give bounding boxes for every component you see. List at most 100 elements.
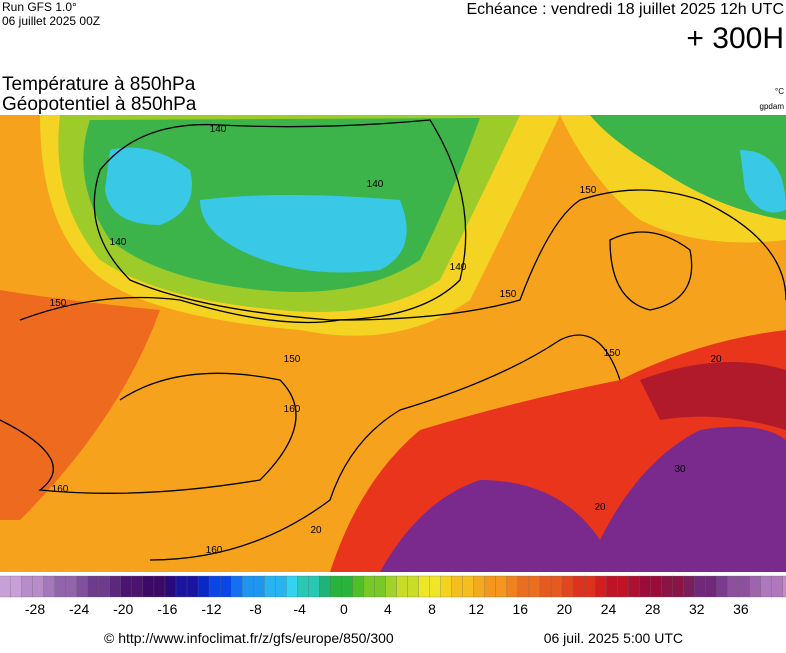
colorbar-swatch [76, 575, 89, 598]
colorbar-swatch [462, 575, 475, 598]
colorbar-swatch [264, 575, 276, 598]
colorbar-swatch [594, 575, 607, 598]
colorbar-tick-label: -4 [293, 601, 306, 617]
colorbar-tick-label: 24 [601, 601, 617, 617]
contour-label: 150 [580, 185, 597, 196]
colorbar-swatch [672, 575, 685, 598]
colorbar: -28 -24 -20 -16 -12 -8 -4 0 4 8 12 16 20 24 28 32 36 [0, 575, 786, 617]
colorbar-swatch [572, 575, 585, 598]
lead-time: + 300H [686, 22, 784, 55]
colorbar-swatch [517, 575, 530, 598]
contour-label: 140 [450, 262, 467, 273]
colorbar-swatch [617, 575, 629, 598]
contour-label: 150 [284, 354, 301, 365]
colorbar-swatch [120, 575, 133, 598]
colorbar-swatch [738, 575, 751, 598]
contour-labels: 140 140 140 140 150 150 150 150 150 160 160 160 20 20… [50, 124, 722, 556]
colorbar-swatch [506, 575, 519, 598]
colorbar-swatch [782, 575, 786, 598]
colorbar-swatch [186, 575, 199, 598]
colorbar-tick-label: 32 [689, 601, 705, 617]
contour-label: 20 [710, 354, 722, 365]
colorbar-tick-label: 12 [468, 601, 484, 617]
unit: °C [775, 87, 784, 96]
valid-time: Echéance : vendredi 18 juillet 2025 12h … [466, 1, 784, 18]
run-label: Run GFS 1.0° [2, 0, 77, 14]
colorbar-swatch [583, 575, 596, 598]
colorbar-swatch [197, 575, 210, 598]
colorbar-swatch [705, 575, 718, 598]
footer-source: © http://www.infoclimat.fr/z/gfs/europe/… [104, 630, 394, 646]
colorbar-swatch [275, 575, 287, 598]
colorbar-swatch [396, 575, 409, 598]
colorbar-swatch [661, 575, 673, 598]
footer-generated: 06 juil. 2025 5:00 UTC [544, 630, 683, 646]
map-field [0, 115, 786, 572]
colorbar-swatch [495, 575, 508, 598]
colorbar-swatch [760, 575, 773, 598]
colorbar-swatch [550, 575, 563, 598]
colorbar-tick-label: -12 [201, 601, 221, 617]
contour-label: 150 [500, 289, 517, 300]
colorbar-swatch [43, 575, 56, 598]
colorbar-tick-label: 0 [340, 601, 348, 617]
colorbar-swatch [683, 575, 696, 598]
colorbar-swatch [374, 575, 387, 598]
colorbar-swatch [628, 575, 640, 598]
title-line1: Température à 850hPa [2, 74, 196, 95]
colorbar-swatch [639, 575, 651, 598]
colorbar-swatch [21, 575, 34, 598]
contour-label: 140 [210, 124, 227, 135]
colorbar-swatch [32, 575, 45, 598]
colorbar-swatch [363, 575, 376, 598]
colorbar-swatch [242, 575, 254, 598]
colorbar-tick-label: 8 [428, 601, 436, 617]
colorbar-swatch [153, 575, 166, 598]
colorbar-swatch [539, 575, 552, 598]
colorbar-swatch [429, 575, 442, 598]
colorbar-tick-label: 4 [384, 601, 392, 617]
colorbar-tick-label: 36 [733, 601, 749, 617]
colorbar-swatch [131, 575, 144, 598]
colorbar-swatch [0, 575, 12, 598]
contour-label: 20 [310, 525, 322, 536]
colorbar-swatch [606, 575, 618, 598]
colorbar-swatch [385, 575, 398, 598]
colorbar-swatch [473, 575, 486, 598]
contour-label: 20 [594, 502, 606, 513]
colorbar-swatch [694, 575, 707, 598]
colorbar-tick-label: 20 [557, 601, 573, 617]
colorbar-swatch [109, 575, 122, 598]
colorbar-swatch [87, 575, 100, 598]
colorbar-swatch [330, 575, 343, 598]
title-line2: Géopotentiel à 850hPa [2, 94, 197, 115]
colorbar-swatch [253, 575, 265, 598]
contour-label: 140 [110, 237, 127, 248]
colorbar-swatch [418, 575, 431, 598]
colorbar-swatch [98, 575, 111, 598]
contour-label: 150 [50, 298, 67, 309]
colorbar-swatch [297, 575, 309, 598]
colorbar-swatch [561, 575, 574, 598]
colorbar-swatch [54, 575, 67, 598]
colorbar-swatch [528, 575, 541, 598]
colorbar-swatch [727, 575, 740, 598]
colorbar-tick-label: -28 [25, 601, 45, 617]
colorbar-swatch [451, 575, 464, 598]
colorbar-swatch [286, 575, 298, 598]
colorbar-swatch [352, 575, 365, 598]
contour-label: 140 [367, 179, 384, 190]
colorbar-swatch [440, 575, 453, 598]
colorbar-swatch [484, 575, 497, 598]
colorbar-swatch [749, 575, 762, 598]
colorbar-tick-label: -24 [69, 601, 89, 617]
run-date: 06 juillet 2025 00Z [2, 14, 100, 28]
colorbar-swatch [407, 575, 420, 598]
colorbar-tick-label: -16 [157, 601, 177, 617]
contour-unit: gpdam [760, 102, 785, 111]
colorbar-swatch [208, 575, 221, 598]
colorbar-swatch [65, 575, 78, 598]
colorbar-tick-label: 28 [645, 601, 661, 617]
